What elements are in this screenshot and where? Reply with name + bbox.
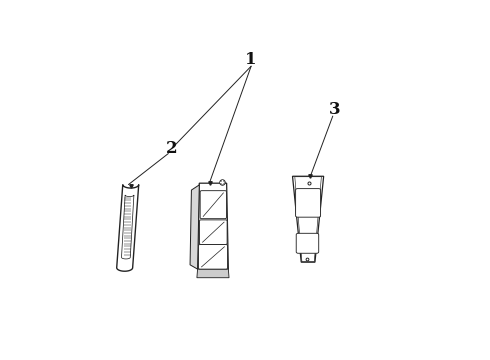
Text: 3: 3 (329, 101, 341, 118)
FancyBboxPatch shape (296, 233, 318, 253)
Polygon shape (117, 185, 139, 271)
Text: 2: 2 (166, 140, 177, 157)
Polygon shape (197, 183, 228, 269)
FancyBboxPatch shape (199, 220, 227, 244)
Polygon shape (293, 176, 324, 262)
FancyBboxPatch shape (200, 191, 226, 219)
FancyBboxPatch shape (198, 244, 227, 269)
FancyBboxPatch shape (295, 189, 320, 217)
Text: 1: 1 (245, 51, 257, 68)
Polygon shape (122, 195, 134, 259)
Polygon shape (197, 269, 229, 278)
Polygon shape (190, 185, 199, 269)
